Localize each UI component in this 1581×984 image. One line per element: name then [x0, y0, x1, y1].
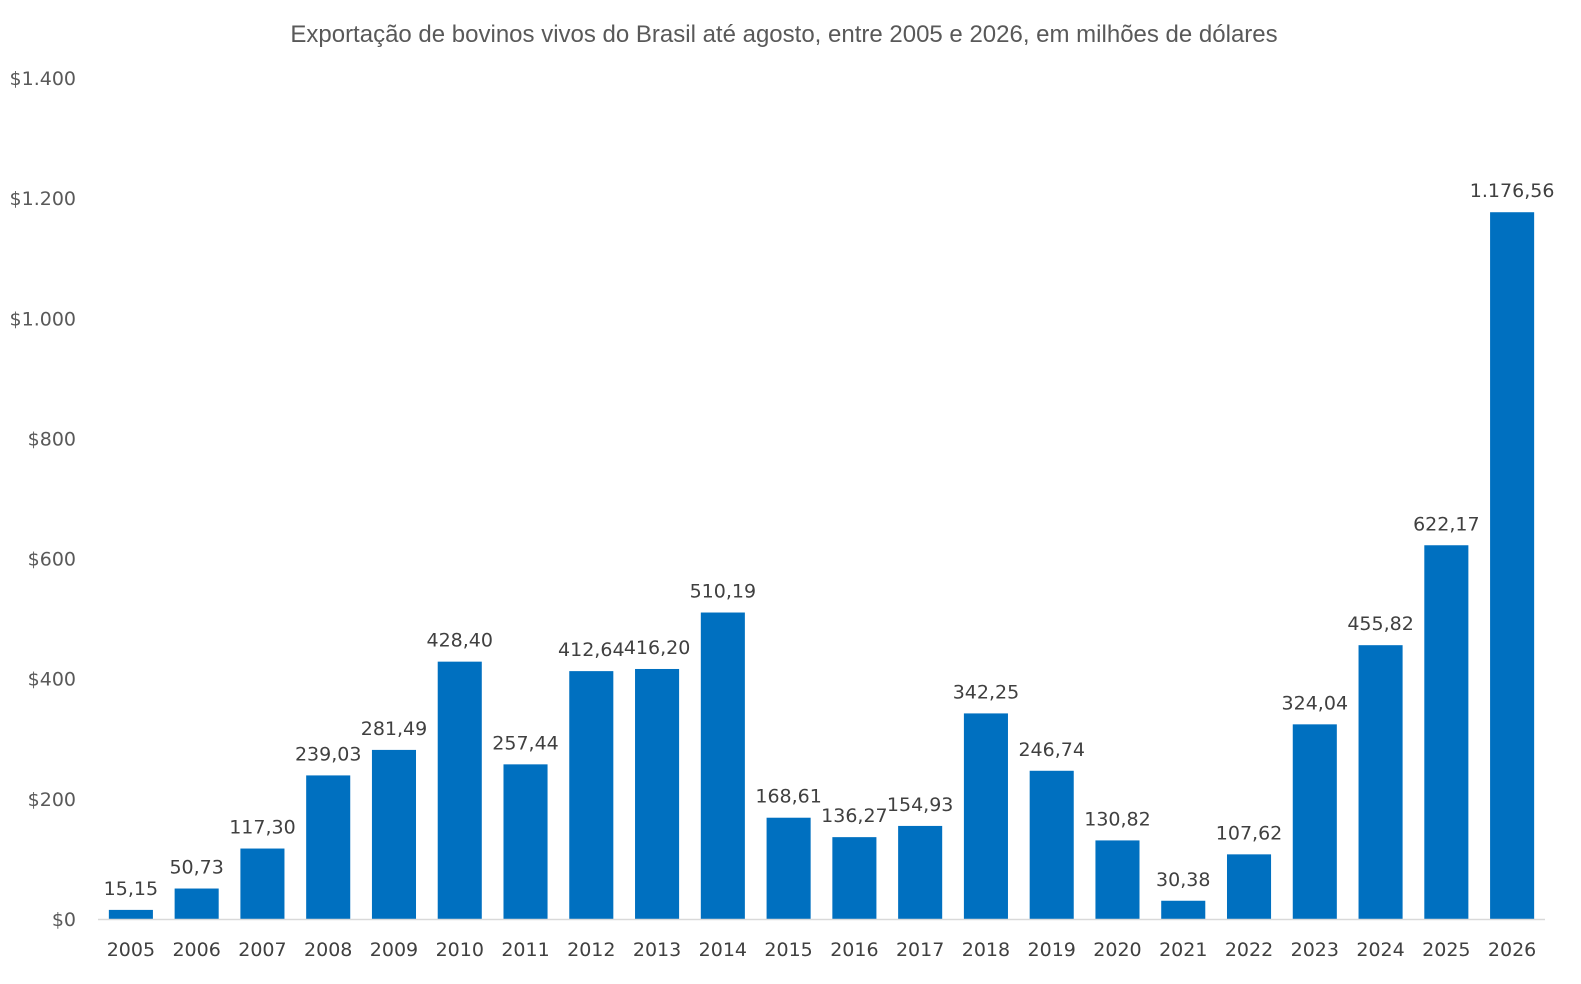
data-label: 107,62	[1216, 822, 1282, 844]
y-tick-label: $600	[28, 549, 76, 571]
y-tick-label: $1.400	[10, 68, 76, 90]
x-tick-label: 2026	[1488, 939, 1536, 961]
bar	[700, 612, 745, 919]
x-tick-label: 2020	[1093, 939, 1141, 961]
x-tick-label: 2019	[1028, 939, 1076, 961]
x-tick-label: 2017	[896, 939, 944, 961]
bars-group	[108, 212, 1535, 919]
data-label: 154,93	[887, 794, 953, 816]
bar	[635, 668, 680, 919]
data-label: 281,49	[361, 718, 427, 740]
x-tick-label: 2014	[699, 939, 747, 961]
x-tick-label: 2018	[962, 939, 1010, 961]
y-axis-tick-labels: $0 $200 $400 $600 $800 $1.000 $1.200 $1.400	[10, 68, 76, 931]
bar	[108, 909, 153, 919]
data-label: 1.176,56	[1470, 180, 1555, 202]
x-tick-label: 2024	[1356, 939, 1404, 961]
bar	[766, 817, 811, 919]
bar	[898, 825, 943, 919]
bar	[240, 848, 285, 919]
data-label: 412,64	[558, 639, 624, 661]
data-label: 117,30	[229, 817, 295, 839]
x-tick-label: 2016	[830, 939, 878, 961]
bar	[1029, 770, 1074, 919]
x-axis-tick-labels: 2005 2006 2007 2008 2009 2010 2011 2012 2013 2014…	[107, 939, 1537, 961]
bar	[963, 713, 1008, 919]
bar	[174, 888, 219, 919]
bar	[832, 837, 877, 919]
x-tick-label: 2025	[1422, 939, 1470, 961]
x-tick-label: 2023	[1291, 939, 1339, 961]
x-tick-label: 2009	[370, 939, 418, 961]
bar	[1095, 840, 1140, 919]
bar	[1161, 900, 1206, 919]
x-tick-label: 2015	[764, 939, 812, 961]
data-label: 257,44	[492, 732, 558, 754]
bar	[306, 775, 351, 919]
y-tick-label: $1.200	[10, 188, 76, 210]
data-label: 246,74	[1018, 739, 1084, 761]
chart-title: Exportação de bovinos vivos do Brasil at…	[290, 21, 1277, 48]
x-tick-label: 2021	[1159, 939, 1207, 961]
bar	[1226, 854, 1272, 919]
data-label: 510,19	[690, 581, 756, 603]
bar	[371, 749, 417, 919]
data-label: 416,20	[624, 637, 690, 659]
bar	[1358, 645, 1403, 919]
data-label: 622,17	[1413, 513, 1479, 535]
x-tick-label: 2013	[633, 939, 681, 961]
data-label: 130,82	[1084, 808, 1150, 830]
y-tick-label: $800	[28, 428, 76, 450]
bar	[1292, 724, 1337, 919]
data-label: 455,82	[1347, 613, 1413, 635]
bar	[437, 661, 482, 919]
y-tick-label: $1.000	[10, 308, 76, 330]
y-tick-label: $200	[28, 789, 76, 811]
x-tick-label: 2008	[304, 939, 352, 961]
data-label: 15,15	[104, 878, 158, 900]
data-label: 428,40	[427, 630, 493, 652]
data-label: 136,27	[821, 805, 887, 827]
data-label: 30,38	[1156, 869, 1210, 891]
x-tick-label: 2005	[107, 939, 155, 961]
bar	[569, 671, 614, 919]
x-tick-label: 2007	[238, 939, 286, 961]
bar	[1424, 545, 1469, 919]
data-label: 324,04	[1282, 692, 1348, 714]
x-tick-label: 2011	[501, 939, 549, 961]
x-tick-label: 2022	[1225, 939, 1273, 961]
x-tick-label: 2010	[436, 939, 484, 961]
x-tick-label: 2012	[567, 939, 615, 961]
data-label: 239,03	[295, 743, 361, 765]
data-label: 50,73	[169, 857, 223, 879]
data-label: 168,61	[755, 786, 821, 808]
bar	[503, 764, 548, 919]
y-tick-label: $0	[52, 909, 76, 931]
data-label: 342,25	[953, 681, 1019, 703]
y-tick-label: $400	[28, 669, 76, 691]
bar	[1490, 212, 1535, 919]
x-tick-label: 2006	[172, 939, 220, 961]
